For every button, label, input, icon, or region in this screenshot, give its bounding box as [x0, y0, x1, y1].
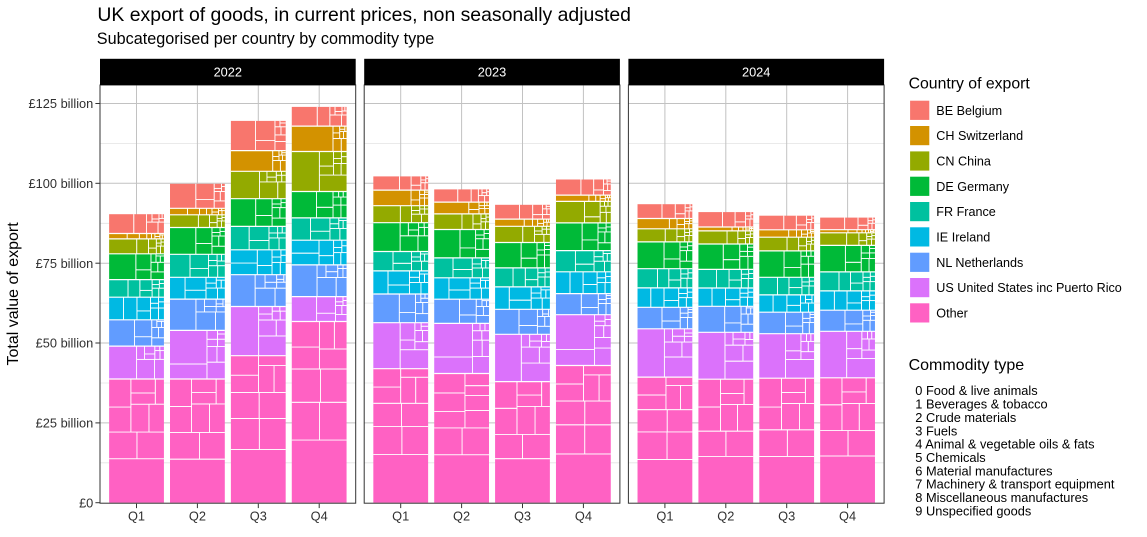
- svg-text:Q4: Q4: [839, 508, 856, 523]
- svg-text:Q4: Q4: [311, 508, 328, 523]
- svg-text:Q1: Q1: [656, 508, 673, 523]
- svg-text:3 Fuels: 3 Fuels: [915, 423, 957, 438]
- svg-text:Q2: Q2: [453, 508, 470, 523]
- svg-text:Q4: Q4: [575, 508, 592, 523]
- svg-text:CH Switzerland: CH Switzerland: [936, 129, 1023, 143]
- svg-text:2023: 2023: [478, 65, 506, 80]
- svg-text:Q3: Q3: [778, 508, 795, 523]
- svg-text:2 Crude materials: 2 Crude materials: [915, 410, 1016, 425]
- svg-text:UK export of goods, in current: UK export of goods, in current prices, n…: [97, 4, 631, 26]
- svg-text:Subcategorised per country by: Subcategorised per country by commodity …: [97, 30, 434, 48]
- svg-text:Total value of export: Total value of export: [5, 222, 22, 366]
- svg-text:IE Ireland: IE Ireland: [936, 231, 990, 245]
- svg-text:£25 billion: £25 billion: [36, 416, 94, 431]
- svg-text:9 Unspecified goods: 9 Unspecified goods: [915, 503, 1031, 518]
- svg-text:£100 billion: £100 billion: [29, 176, 94, 191]
- svg-text:Q3: Q3: [250, 508, 267, 523]
- svg-text:5 Chemicals: 5 Chemicals: [915, 450, 985, 465]
- svg-text:4 Animal & vegetable oils & fa: 4 Animal & vegetable oils & fats: [915, 437, 1094, 452]
- svg-text:£0: £0: [79, 495, 93, 510]
- svg-text:6 Material manufactures: 6 Material manufactures: [915, 463, 1052, 478]
- svg-text:1 Beverages & tobacco: 1 Beverages & tobacco: [915, 397, 1047, 412]
- svg-text:Q3: Q3: [514, 508, 531, 523]
- svg-text:Q1: Q1: [128, 508, 145, 523]
- svg-text:2024: 2024: [742, 65, 770, 80]
- svg-text:0 Food & live animals: 0 Food & live animals: [915, 383, 1037, 398]
- svg-text:Country of export: Country of export: [909, 76, 1031, 93]
- svg-text:Q1: Q1: [392, 508, 409, 523]
- svg-text:Commodity type: Commodity type: [909, 357, 1025, 374]
- svg-text:FR France: FR France: [936, 205, 995, 219]
- svg-text:£50 billion: £50 billion: [36, 336, 94, 351]
- svg-text:CN China: CN China: [936, 155, 991, 169]
- svg-text:7 Machinery & transport equipm: 7 Machinery & transport equipment: [915, 477, 1115, 492]
- svg-text:DE Germany: DE Germany: [936, 180, 1009, 194]
- svg-text:BE Belgium: BE Belgium: [936, 104, 1002, 118]
- svg-text:NL Netherlands: NL Netherlands: [936, 256, 1023, 270]
- svg-text:8 Miscellaneous manufactures: 8 Miscellaneous manufactures: [915, 490, 1088, 505]
- svg-text:Other: Other: [936, 307, 968, 321]
- svg-text:£75 billion: £75 billion: [36, 256, 94, 271]
- svg-text:US United States inc Puerto Ri: US United States inc Puerto Rico: [936, 281, 1122, 295]
- svg-text:2022: 2022: [214, 65, 242, 80]
- svg-text:Q2: Q2: [717, 508, 734, 523]
- svg-text:£125 billion: £125 billion: [29, 96, 94, 111]
- svg-text:Q2: Q2: [189, 508, 206, 523]
